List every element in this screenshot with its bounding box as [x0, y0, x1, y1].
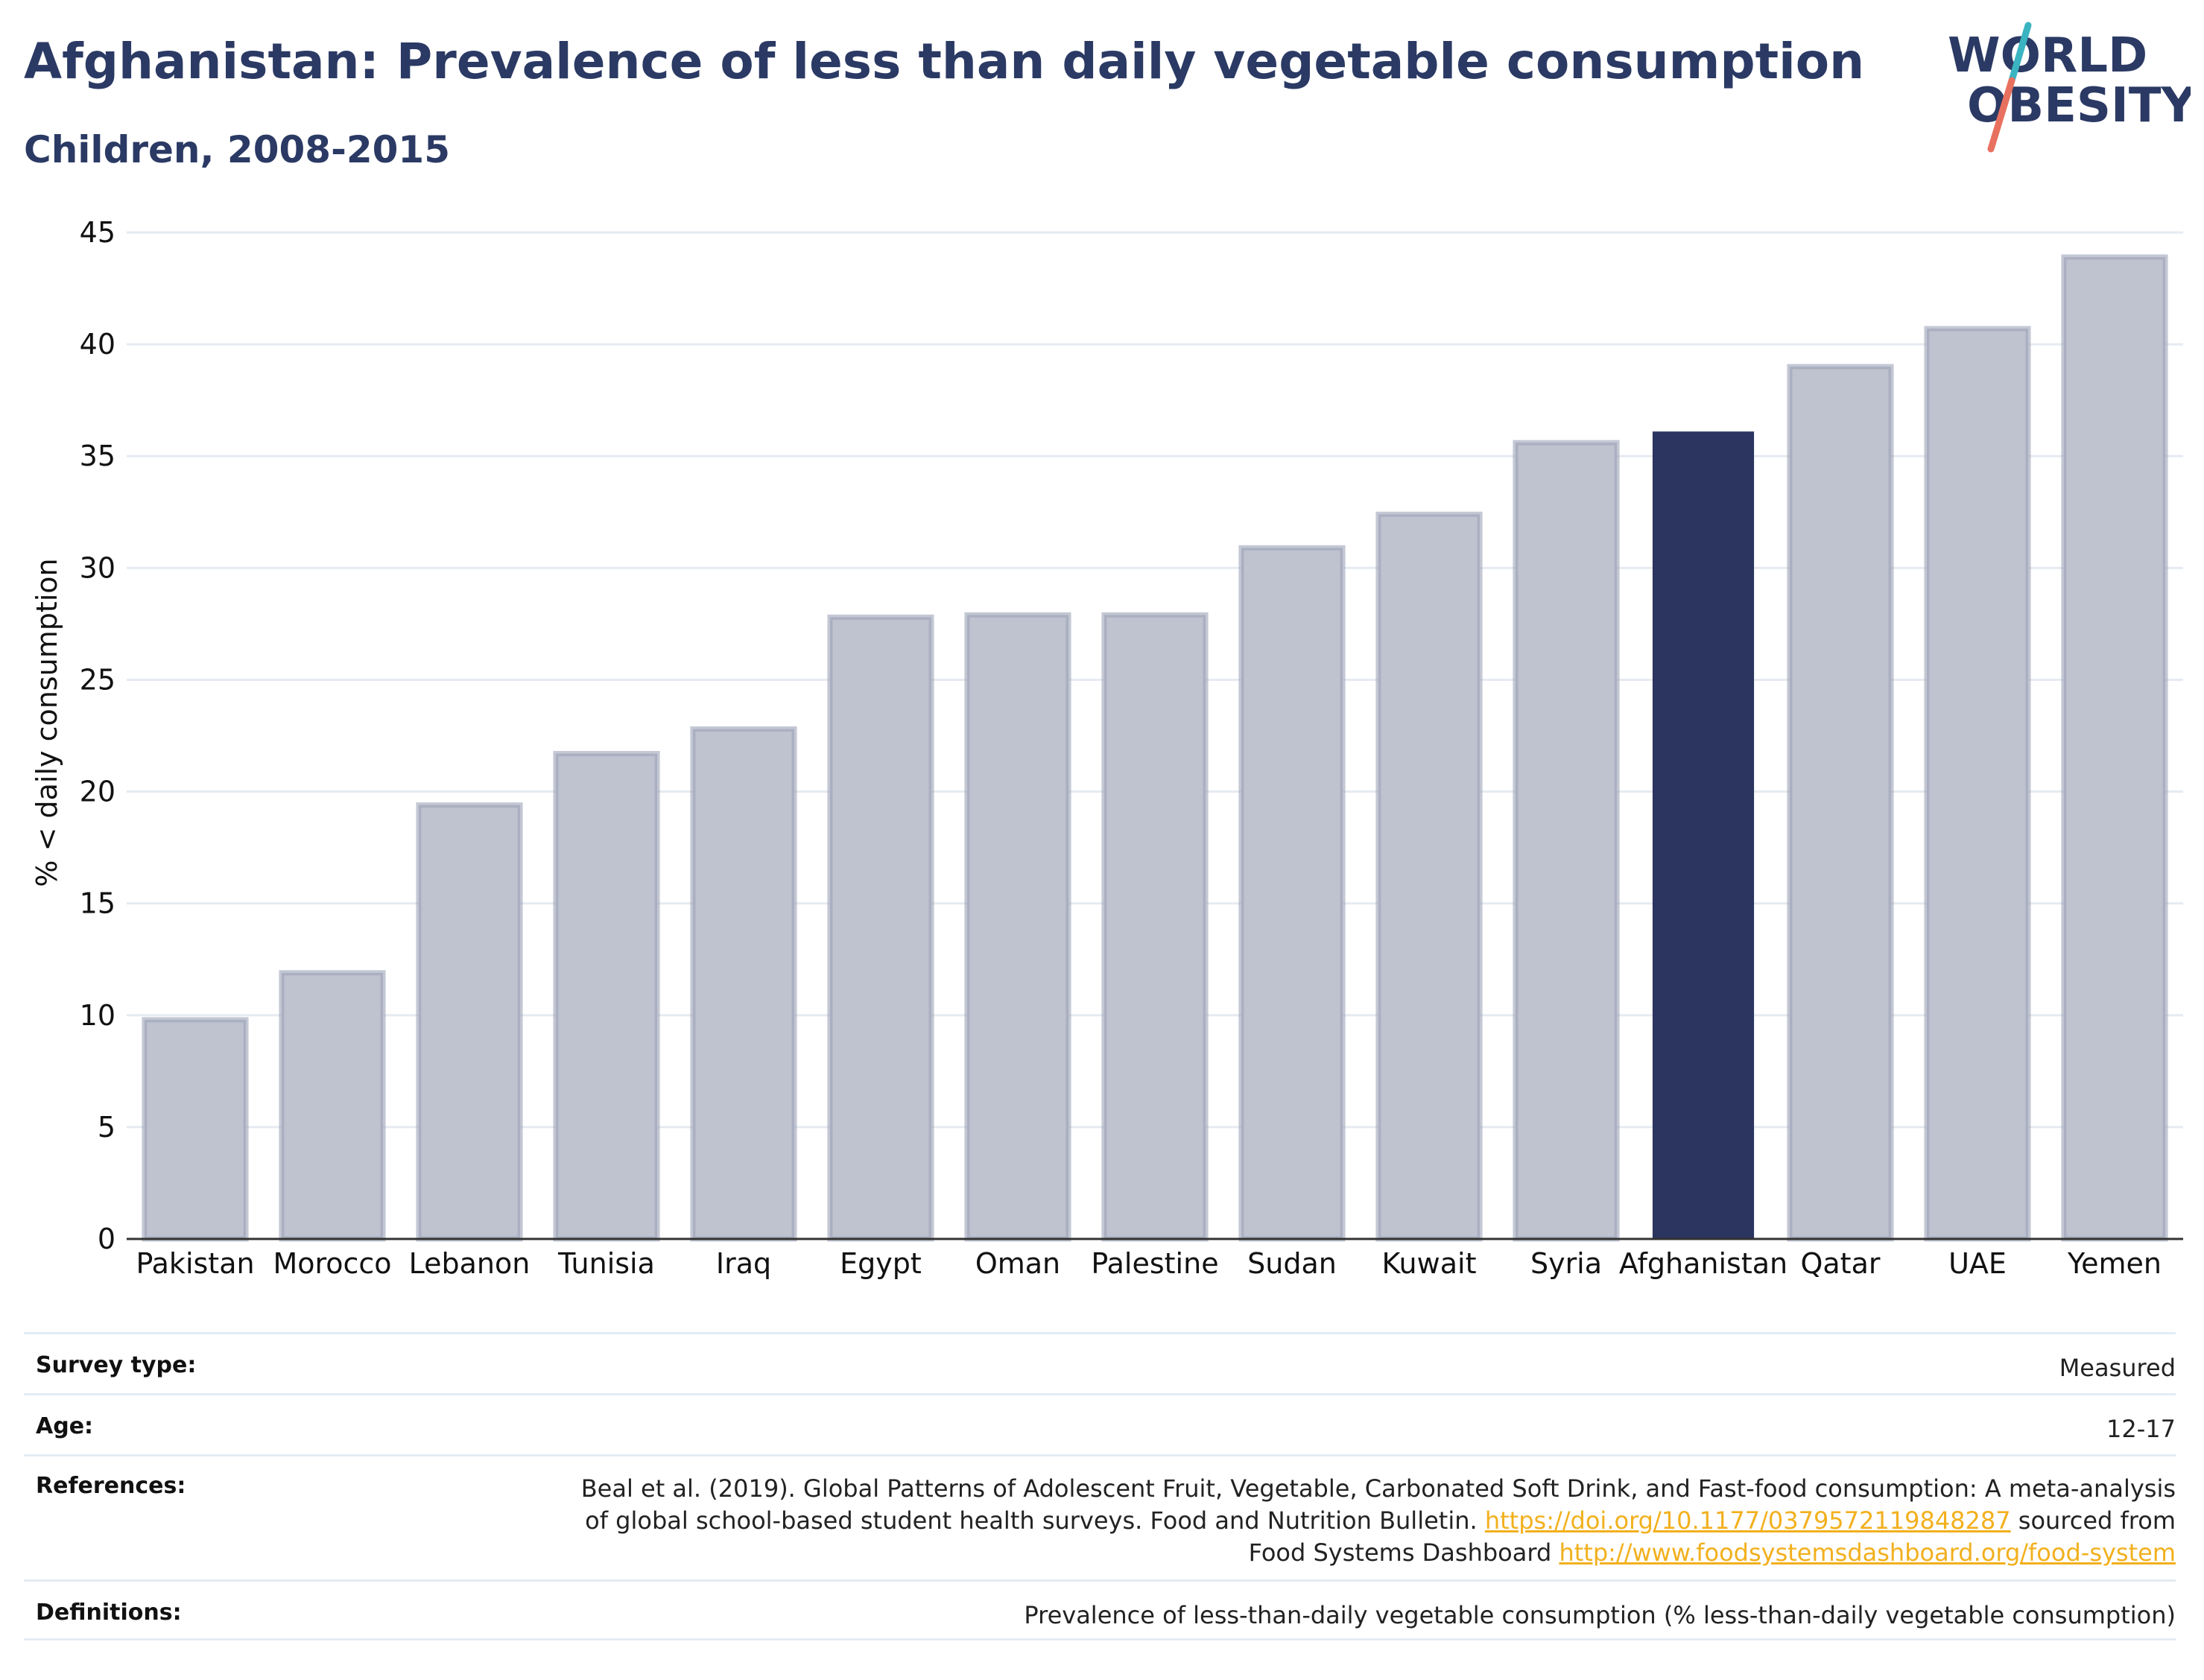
- y-tick-label: 30: [80, 551, 115, 584]
- y-tick-label: 5: [98, 1111, 115, 1144]
- survey-type-label: Survey type:: [36, 1352, 197, 1378]
- chart-subtitle: Children, 2008-2015: [24, 128, 450, 171]
- references-label: References:: [36, 1473, 186, 1499]
- references-line3: Food Systems Dashboard http://www.foodsy…: [581, 1537, 2176, 1569]
- references-line3-text: Food Systems Dashboard: [1248, 1538, 1552, 1567]
- x-tick-label: Lebanon: [409, 1247, 531, 1280]
- bar-kuwait: [1375, 511, 1483, 1242]
- x-tick-label: Syria: [1530, 1247, 1602, 1280]
- bar-iraq: [690, 726, 797, 1242]
- references-line1: Beal et al. (2019). Global Patterns of A…: [580, 1474, 2176, 1503]
- age-row: Age: 12-17: [24, 1393, 2176, 1454]
- bar-tunisia: [553, 751, 660, 1242]
- bar-chart: 0 5 10 15 20 25 30 35 40 45 Pakistan Morocco Lebano…: [31, 216, 2183, 1280]
- definitions-label: Definitions:: [36, 1600, 182, 1626]
- references-line2-suffix: sourced from: [2018, 1506, 2176, 1535]
- age-value: 12-17: [2106, 1415, 2176, 1443]
- x-tick-label: Afghanistan: [1619, 1247, 1787, 1280]
- x-tick-label: Oman: [975, 1247, 1060, 1280]
- references-line2: of global school-based student health su…: [581, 1505, 2176, 1537]
- logo-line1: WORLD: [1948, 28, 2147, 83]
- doi-link[interactable]: https://doi.org/10.1177/0379572119848287: [1484, 1506, 2011, 1535]
- y-tick-label: 15: [80, 887, 115, 920]
- chart-title: Afghanistan: Prevalence of less than dai…: [24, 33, 1865, 90]
- x-tick-label: Egypt: [840, 1247, 922, 1280]
- y-tick-label: 35: [80, 440, 115, 472]
- world-obesity-logo: WORLD OBESITY: [1948, 22, 2191, 153]
- definitions-row: Definitions: Prevalence of less-than-dai…: [24, 1579, 2176, 1641]
- x-tick-label: Yemen: [2067, 1247, 2162, 1280]
- bar-sudan: [1238, 545, 1346, 1242]
- definitions-value: Prevalence of less-than-daily vegetable …: [1024, 1601, 2176, 1629]
- bar-lebanon: [416, 802, 523, 1242]
- x-tick-label: Tunisia: [557, 1247, 655, 1280]
- x-tick-label: Sudan: [1247, 1247, 1337, 1280]
- bar-palestine: [1101, 612, 1209, 1242]
- survey-type-value: Measured: [2059, 1354, 2176, 1382]
- x-tick-label: Qatar: [1800, 1247, 1880, 1280]
- bar-syria: [1513, 440, 1620, 1242]
- bar-pakistan: [142, 1017, 249, 1242]
- bars: [142, 254, 2168, 1242]
- y-tick-labels: 0 5 10 15 20 25 30 35 40 45: [80, 216, 115, 1255]
- bar-oman: [964, 612, 1071, 1242]
- x-tick-label: Palestine: [1091, 1247, 1218, 1280]
- y-tick-label: 40: [80, 328, 115, 361]
- y-tick-label: 0: [98, 1223, 115, 1255]
- survey-type-row: Survey type: Measured: [24, 1332, 2176, 1393]
- x-tick-label: UAE: [1948, 1247, 2007, 1280]
- bar-egypt: [827, 614, 934, 1242]
- references-value: Beal et al. (2019). Global Patterns of A…: [581, 1473, 2176, 1569]
- bar-uae: [1924, 326, 2031, 1242]
- references-line2-text: of global school-based student health su…: [585, 1506, 1478, 1535]
- y-axis-label: % < daily consumption: [31, 558, 63, 887]
- bar-qatar: [1787, 364, 1894, 1242]
- references-row: References: Beal et al. (2019). Global P…: [24, 1454, 2176, 1579]
- x-tick-label: Morocco: [273, 1247, 391, 1280]
- bar-yemen: [2061, 254, 2168, 1242]
- logo-slash-top: [2008, 22, 2032, 84]
- x-tick-label: Pakistan: [136, 1247, 254, 1280]
- bar-afghanistan: [1652, 431, 1755, 1239]
- age-label: Age:: [36, 1413, 94, 1439]
- logo-slash-bottom: [1987, 77, 2015, 153]
- y-tick-label: 25: [80, 663, 115, 696]
- x-tick-labels: Pakistan Morocco Lebanon Tunisia Iraq Egypt Om…: [136, 1247, 2162, 1280]
- x-tick-label: Kuwait: [1382, 1247, 1477, 1280]
- dashboard-link[interactable]: http://www.foodsystemsdashboard.org/food…: [1559, 1538, 2176, 1567]
- y-tick-label: 45: [80, 216, 115, 249]
- bar-morocco: [279, 970, 386, 1242]
- y-tick-label: 20: [80, 776, 115, 808]
- y-tick-label: 10: [80, 999, 115, 1032]
- metadata-table: Survey type: Measured Age: 12-17 Referen…: [24, 1332, 2176, 1641]
- x-tick-label: Iraq: [716, 1247, 771, 1280]
